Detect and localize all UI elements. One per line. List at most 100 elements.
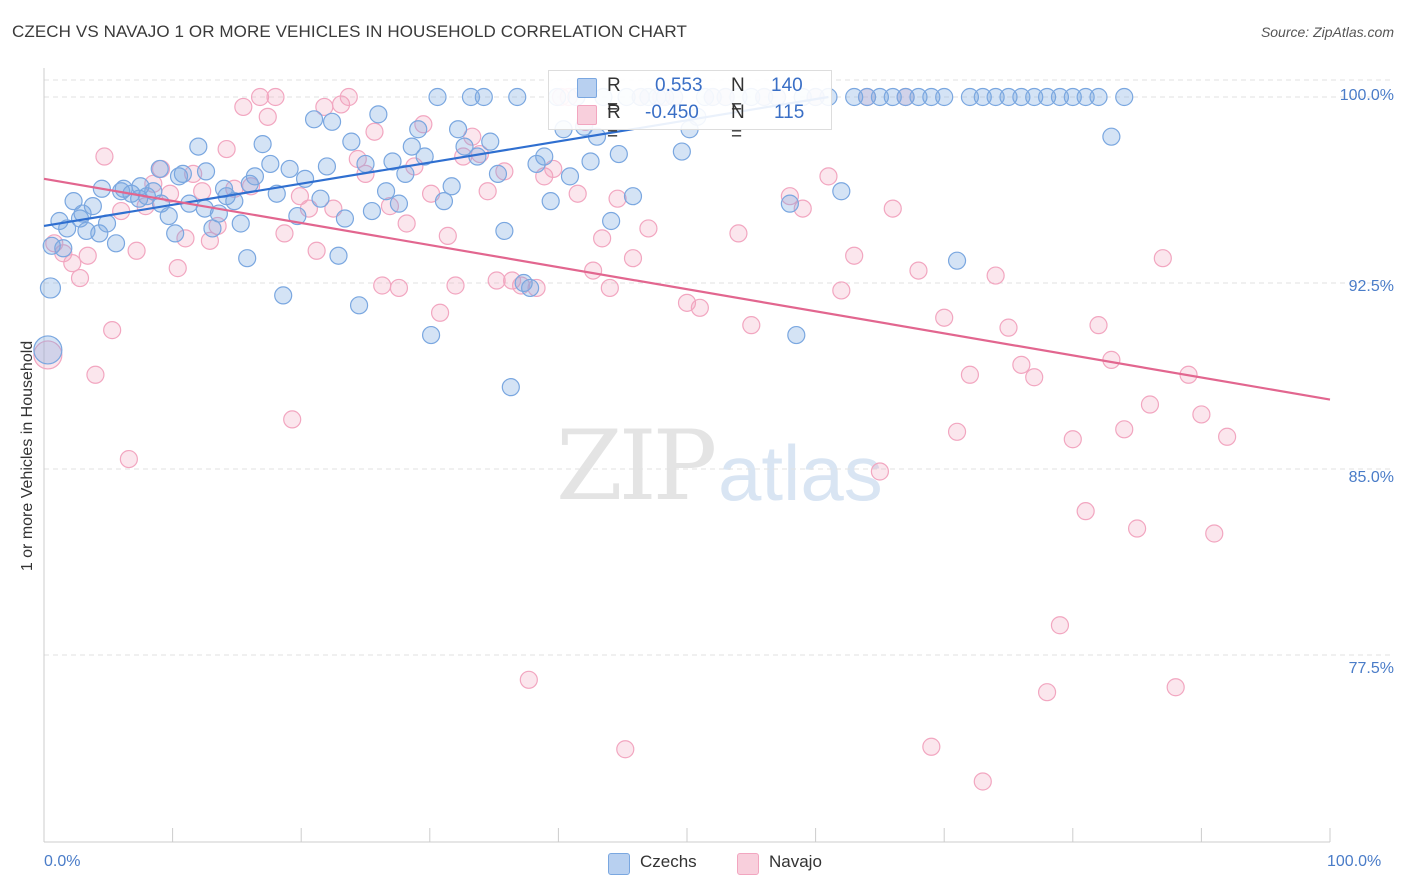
czechs-point-66 — [488, 164, 508, 183]
navajo-point-68 — [593, 229, 612, 248]
y-tick-label-85: 85.0% — [1348, 469, 1394, 486]
czechs-point-18 — [159, 206, 178, 226]
czechs-point-115 — [935, 87, 954, 107]
navajo-point-112 — [1127, 519, 1147, 538]
czechs-point-8 — [83, 197, 102, 216]
czechs-point-103 — [787, 325, 806, 345]
navajo-point-103 — [1012, 355, 1031, 374]
navajo-point-17 — [176, 229, 195, 248]
czechs-r-value: 0.553 — [655, 75, 703, 96]
czechs-point-116 — [947, 251, 967, 270]
navajo-point-85 — [780, 187, 799, 206]
czechs-point-49 — [376, 182, 396, 201]
navajo-point-48 — [430, 303, 450, 322]
navajo-point-70 — [608, 189, 627, 208]
czechs-point-34 — [274, 286, 293, 305]
czechs-point-22 — [189, 137, 208, 156]
navajo-point-31 — [290, 187, 310, 206]
czechs-point-42 — [329, 246, 348, 265]
navajo-point-102 — [999, 318, 1018, 337]
navajo-point-115 — [1166, 678, 1185, 697]
navajo-point-118 — [1205, 524, 1224, 543]
czechs-point-108 — [845, 87, 864, 107]
czechs-point-57 — [428, 87, 447, 107]
navajo-point-119 — [1218, 427, 1237, 446]
czechs-point-92 — [672, 142, 691, 161]
czechs-point-120 — [999, 87, 1018, 107]
czechs-point-28 — [231, 214, 250, 233]
navajo-point-7 — [95, 147, 114, 166]
navajo-point-65 — [568, 184, 587, 203]
czechs-point-72 — [527, 154, 546, 174]
czechs-point-126 — [1076, 87, 1095, 107]
stats-legend: R = 0.553 N = 140 R = -0.450 N = 115 — [548, 70, 832, 145]
navajo-point-96 — [922, 737, 941, 756]
czechs-point-45 — [349, 296, 369, 315]
czechs-point-86 — [623, 187, 643, 206]
czechs-point-80 — [581, 152, 600, 171]
navajo-point-92 — [870, 462, 890, 481]
czechs-point-46 — [356, 154, 375, 174]
axes — [43, 68, 1331, 843]
czechs-point-113 — [909, 87, 928, 107]
navajo-point-67 — [584, 261, 603, 280]
navajo-point-62 — [544, 159, 563, 179]
czechs-point-68 — [501, 378, 520, 397]
navajo-point-35 — [324, 199, 343, 218]
czechs-point-60 — [448, 120, 468, 139]
navajo-point-55 — [487, 271, 506, 290]
navajo-point-71 — [616, 740, 635, 759]
czechs-point-135 — [150, 159, 169, 179]
navajo-point-8 — [103, 321, 122, 340]
czechs-point-73 — [535, 147, 554, 166]
navajo-point-28 — [266, 87, 285, 107]
czechs-point-110 — [870, 87, 890, 107]
czechs-point-53 — [402, 137, 421, 156]
czechs-point-50 — [383, 152, 402, 171]
y-tick-label-77-5: 77.5% — [1348, 660, 1394, 677]
czechs-point-130 — [54, 239, 73, 258]
y-axis-label: 1 or more Vehicles in Household — [19, 340, 36, 572]
navajo-point-24 — [234, 97, 253, 117]
czechs-point-41 — [322, 112, 342, 131]
navajo-point-29 — [275, 224, 294, 243]
legend-swatch-czechs — [608, 853, 630, 875]
navajo-point-57 — [503, 271, 522, 290]
czechs-point-4 — [58, 219, 77, 238]
navajo-point-4 — [70, 268, 90, 288]
navajo-point-82 — [742, 316, 761, 335]
navajo-point-113 — [1140, 395, 1160, 414]
czechs-point-64 — [474, 87, 493, 107]
navajo-point-93 — [883, 199, 902, 218]
czechs-point-59 — [442, 177, 461, 196]
czechs-point-123 — [1037, 87, 1057, 107]
czechs-point-107 — [832, 182, 851, 201]
czechs-point-61 — [455, 137, 474, 156]
navajo-point-89 — [832, 281, 851, 300]
y-tick-label-100: 100.0% — [1339, 87, 1394, 104]
czechs-point-47 — [362, 201, 382, 221]
czechs-point-38 — [304, 110, 324, 129]
x-tick-label-100: 100.0% — [1327, 853, 1382, 870]
czechs-r-label: R = — [607, 75, 621, 118]
czechs-point-5 — [64, 192, 83, 211]
navajo-point-81 — [729, 224, 748, 243]
watermark-atlas: atlas — [718, 429, 883, 517]
navajo-point-107 — [1063, 430, 1082, 449]
czechs-points — [33, 87, 1134, 397]
czechs-point-122 — [1025, 87, 1044, 107]
czechs-point-11 — [106, 234, 126, 253]
czechs-point-2 — [42, 236, 61, 255]
czechs-point-44 — [342, 132, 361, 151]
navajo-r-value: -0.450 — [645, 102, 699, 123]
navajo-point-41 — [373, 276, 392, 295]
czechs-point-32 — [261, 154, 280, 174]
czechs-point-62 — [461, 87, 481, 107]
navajo-point-88 — [819, 167, 838, 186]
legend-swatch-navajo — [737, 853, 759, 875]
czechs-point-55 — [415, 147, 434, 166]
czechs-point-129 — [1115, 87, 1134, 107]
czechs-point-9 — [90, 224, 109, 243]
navajo-point-105 — [1037, 683, 1057, 702]
czechs-point-128 — [1102, 127, 1121, 146]
